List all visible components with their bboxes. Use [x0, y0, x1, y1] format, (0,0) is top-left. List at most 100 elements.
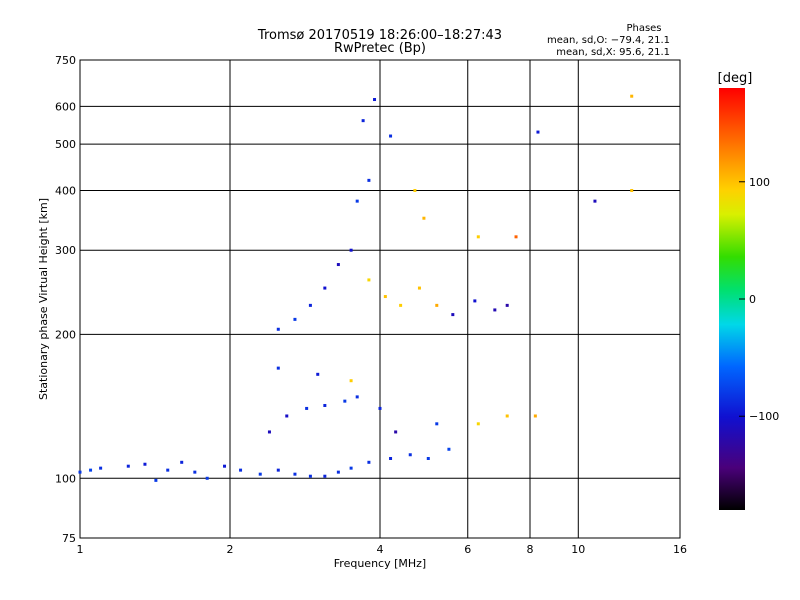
- colorbar-tick-label: 0: [749, 293, 756, 306]
- y-tick-label: 200: [55, 328, 76, 341]
- data-point: [126, 464, 130, 468]
- data-point: [505, 303, 509, 307]
- data-point: [154, 478, 158, 482]
- chart-subtitle: RwPretec (Bp): [334, 41, 426, 56]
- data-points: [78, 94, 634, 482]
- data-point: [417, 286, 421, 290]
- data-point: [367, 278, 371, 282]
- x-tick-label: 16: [673, 543, 687, 556]
- x-tick-label: 8: [527, 543, 534, 556]
- data-point: [89, 468, 93, 472]
- data-point: [389, 134, 393, 138]
- data-point: [308, 303, 312, 307]
- data-point: [451, 313, 455, 317]
- data-point: [593, 199, 597, 203]
- data-point: [78, 470, 82, 474]
- data-point: [180, 460, 184, 464]
- data-point: [336, 263, 340, 267]
- data-point: [435, 303, 439, 307]
- y-tick-label: 75: [62, 532, 76, 545]
- data-point: [536, 130, 540, 134]
- data-point: [205, 476, 209, 480]
- data-point: [476, 422, 480, 426]
- data-point: [349, 466, 353, 470]
- data-point: [447, 447, 451, 451]
- x-tick-label: 2: [227, 543, 234, 556]
- colorbar-tick-label: −100: [749, 410, 779, 423]
- y-tick-label: 750: [55, 54, 76, 67]
- x-tick-label: 6: [464, 543, 471, 556]
- data-point: [323, 403, 327, 407]
- data-point: [99, 466, 103, 470]
- data-point: [630, 94, 634, 98]
- data-point: [305, 406, 309, 410]
- y-tick-label: 100: [55, 472, 76, 485]
- y-tick-label: 400: [55, 184, 76, 197]
- x-tick-label: 10: [571, 543, 585, 556]
- data-point: [426, 456, 430, 460]
- data-point: [276, 327, 280, 331]
- data-point: [223, 464, 227, 468]
- data-point: [293, 317, 297, 321]
- data-point: [336, 470, 340, 474]
- data-point: [505, 414, 509, 418]
- data-point: [630, 188, 634, 192]
- colorbar-tick-label: 100: [749, 176, 770, 189]
- x-axis-label: Frequency [MHz]: [334, 557, 426, 570]
- data-point: [239, 468, 243, 472]
- data-point: [422, 216, 426, 220]
- data-point: [276, 366, 280, 370]
- data-point: [493, 308, 497, 312]
- grid-lines: [80, 60, 680, 538]
- data-point: [323, 286, 327, 290]
- data-point: [166, 468, 170, 472]
- x-axis-ticks: 1 2 4 6 8 10 16: [77, 543, 688, 556]
- y-axis-label: Stationary phase Virtual Height [km]: [37, 198, 50, 400]
- data-point: [476, 235, 480, 239]
- data-point: [408, 453, 412, 457]
- y-axis-ticks: 75 100 200 300 400 500 600 750: [55, 54, 76, 545]
- data-point: [473, 299, 477, 303]
- data-point: [389, 456, 393, 460]
- data-point: [285, 414, 289, 418]
- x-tick-label: 1: [77, 543, 84, 556]
- chart-title: Tromsø 20170519 18:26:00–18:27:43: [257, 28, 502, 43]
- colorbar-ticks: 100 0 −100: [739, 176, 779, 423]
- data-point: [267, 430, 271, 434]
- data-point: [343, 399, 347, 403]
- x-tick-label: 4: [377, 543, 384, 556]
- data-point: [276, 468, 280, 472]
- data-point: [435, 422, 439, 426]
- data-point: [399, 303, 403, 307]
- data-point: [367, 178, 371, 182]
- data-point: [355, 199, 359, 203]
- data-point: [373, 98, 377, 102]
- data-point: [533, 414, 537, 418]
- data-point: [514, 235, 518, 239]
- data-point: [349, 248, 353, 252]
- colorbar-label: [deg]: [718, 71, 753, 86]
- data-point: [258, 472, 262, 476]
- data-point: [143, 462, 147, 466]
- y-tick-label: 300: [55, 244, 76, 257]
- data-point: [323, 474, 327, 478]
- data-point: [378, 406, 382, 410]
- phase-o-line: mean, sd,O: −79.4, 21.1: [547, 35, 670, 46]
- phase-heading: Phases: [626, 23, 661, 34]
- data-point: [361, 119, 365, 123]
- data-point: [413, 188, 417, 192]
- y-tick-label: 600: [55, 100, 76, 113]
- data-point: [355, 395, 359, 399]
- data-point: [308, 474, 312, 478]
- data-point: [293, 472, 297, 476]
- data-point: [394, 430, 398, 434]
- data-point: [316, 372, 320, 376]
- phase-x-line: mean, sd,X: 95.6, 21.1: [556, 47, 670, 58]
- data-point: [193, 470, 197, 474]
- data-point: [367, 460, 371, 464]
- y-tick-label: 500: [55, 138, 76, 151]
- data-point: [383, 295, 387, 299]
- data-point: [349, 379, 353, 383]
- phase-statistics: Phases mean, sd,O: −79.4, 21.1 mean, sd,…: [547, 23, 670, 58]
